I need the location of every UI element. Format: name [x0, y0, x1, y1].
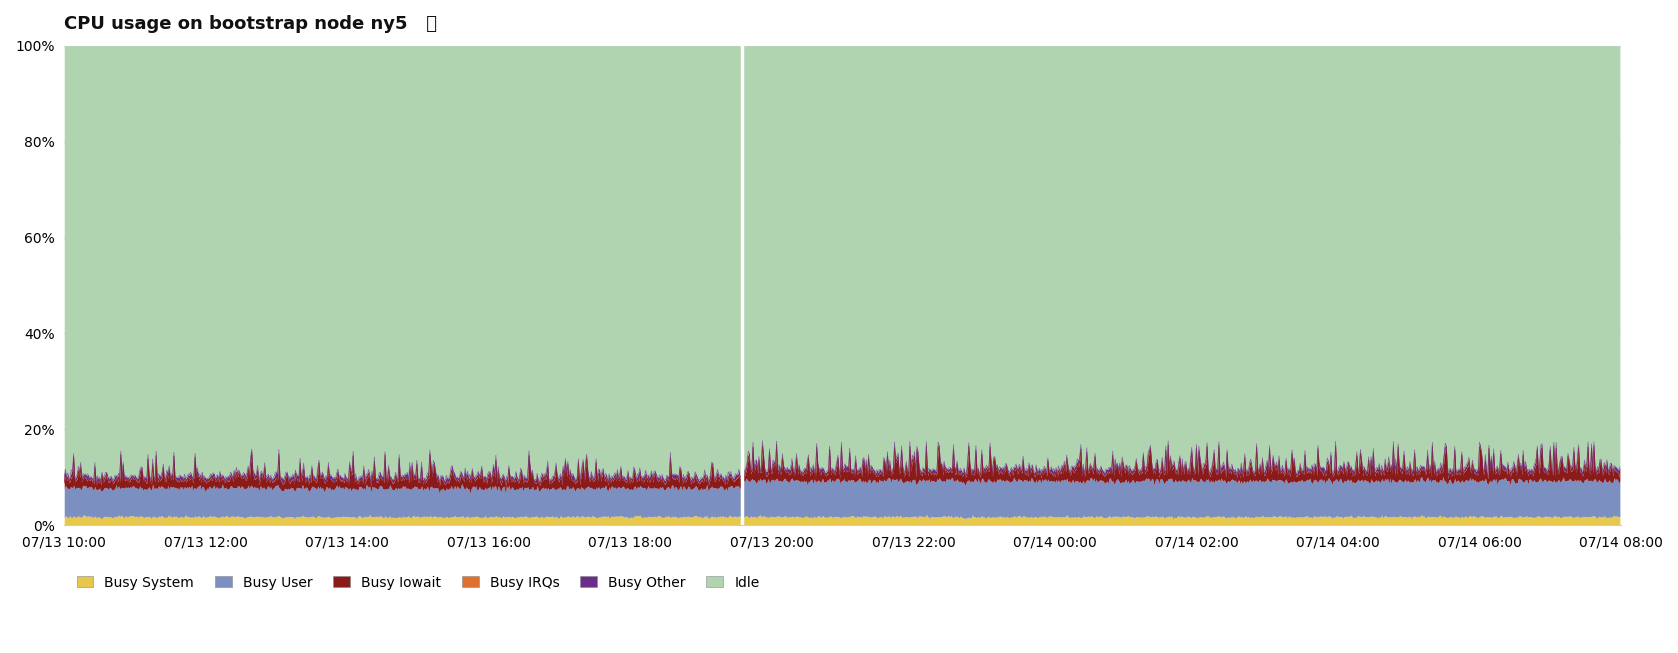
Legend: Busy System, Busy User, Busy Iowait, Busy IRQs, Busy Other, Idle: Busy System, Busy User, Busy Iowait, Bus…: [70, 570, 765, 595]
Text: CPU usage on bootstrap node ny5   ⓘ: CPU usage on bootstrap node ny5 ⓘ: [64, 15, 438, 33]
